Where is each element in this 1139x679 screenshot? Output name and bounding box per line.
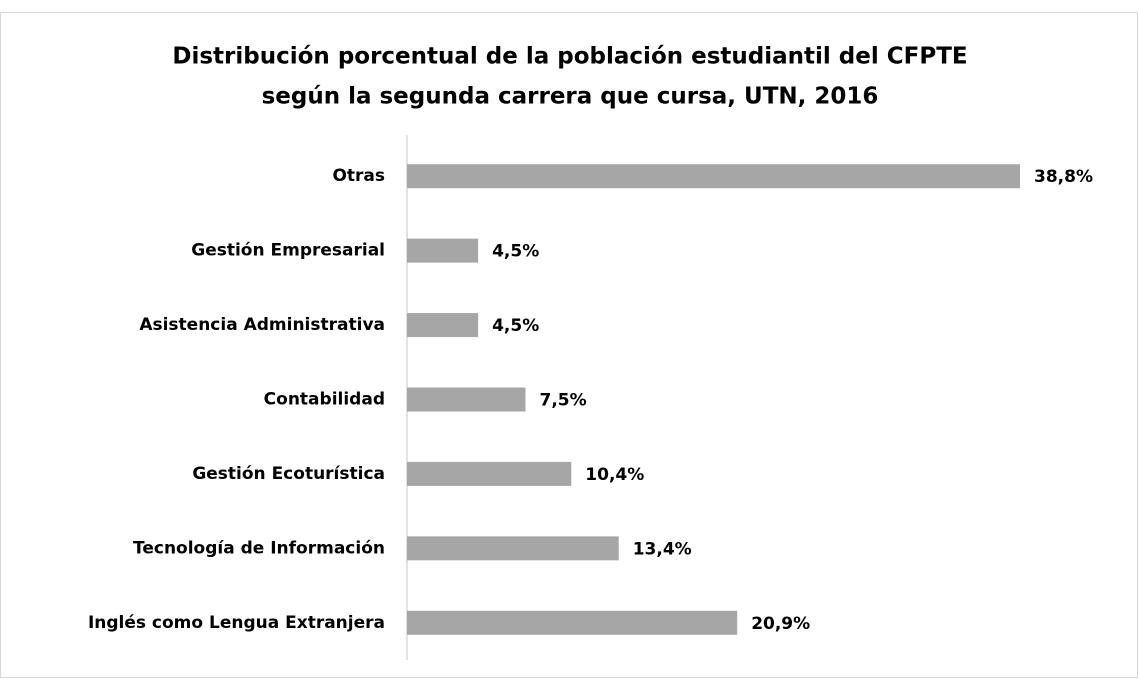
category-label: Inglés como Lengua Extranjera — [88, 613, 385, 633]
bar — [407, 536, 619, 561]
category-label: Tecnología de Información — [133, 538, 385, 558]
chart-border — [0, 12, 1138, 678]
bar — [407, 238, 479, 263]
value-label: 4,5% — [492, 242, 539, 262]
bar — [407, 164, 1020, 189]
chart-title: según la segunda carrera que cursa, UTN,… — [262, 84, 879, 110]
bar — [407, 461, 572, 486]
bar — [407, 387, 526, 412]
value-label: 13,4% — [633, 539, 692, 559]
bar — [407, 610, 738, 635]
value-label: 10,4% — [585, 465, 644, 485]
category-label: Gestión Empresarial — [191, 241, 385, 261]
category-label: Otras — [332, 166, 385, 186]
value-label: 38,8% — [1034, 167, 1093, 187]
chart-title: Distribución porcentual de la población … — [172, 44, 967, 70]
value-label: 4,5% — [492, 316, 539, 336]
value-label: 20,9% — [751, 614, 810, 634]
value-label: 7,5% — [539, 391, 586, 411]
category-label: Contabilidad — [264, 390, 385, 410]
bar — [407, 313, 479, 338]
category-label: Gestión Ecoturística — [192, 464, 385, 484]
category-label: Asistencia Administrativa — [139, 315, 385, 335]
